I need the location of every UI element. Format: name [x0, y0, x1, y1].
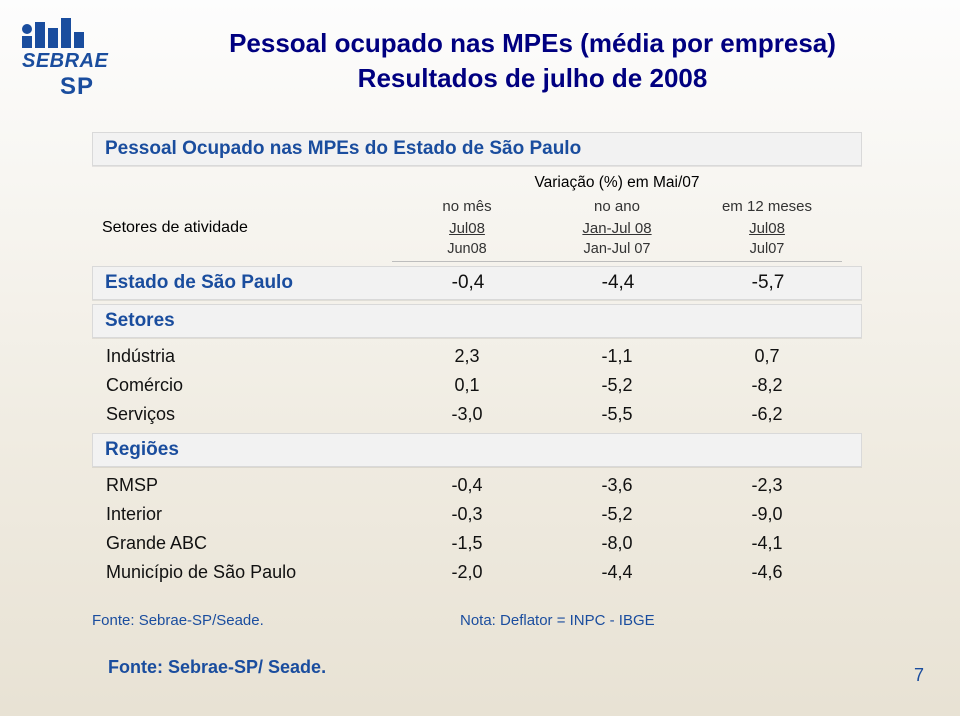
col1-sub2: Jun08 [392, 241, 542, 262]
cell: -1,1 [542, 342, 692, 371]
estado-v1: -4,4 [543, 272, 693, 294]
logo-region: SP [22, 73, 132, 101]
estado-bar: Estado de São Paulo -0,4 -4,4 -5,7 [92, 266, 862, 300]
estado-v0: -0,4 [393, 272, 543, 294]
cell: -5,2 [542, 371, 692, 400]
blank-cell [92, 201, 392, 209]
cell: -1,5 [392, 529, 542, 558]
table-row: RMSP -0,4 -3,6 -2,3 [92, 471, 862, 500]
regioes-bar: Regiões [92, 433, 862, 467]
footnote-note: Nota: Deflator = INPC - IBGE [460, 612, 655, 629]
cell: 0,7 [692, 342, 842, 371]
logo-bars [22, 18, 132, 48]
col3-sub2: Jul07 [692, 241, 842, 262]
estado-label: Estado de São Paulo [105, 272, 393, 294]
col2-sub1-txt: Jan-Jul 08 [582, 220, 651, 237]
col3-sub1: Jul08 [692, 216, 842, 241]
title-line-2: Resultados de julho de 2008 [145, 63, 920, 94]
table-row: Indústria 2,3 -1,1 0,7 [92, 342, 862, 371]
header-row-sub1: Setores de atividade Jul08 Jan-Jul 08 Ju… [92, 215, 862, 241]
header-row-sub2: Jun08 Jan-Jul 07 Jul07 [92, 241, 862, 262]
col1-sub1: Jul08 [392, 216, 542, 241]
cell: -3,6 [542, 471, 692, 500]
cell: -5,2 [542, 500, 692, 529]
cell: -0,3 [392, 500, 542, 529]
col1-sub1-txt: Jul08 [449, 220, 485, 237]
table-row: Município de São Paulo -2,0 -4,4 -4,6 [92, 558, 862, 587]
cell: -9,0 [692, 500, 842, 529]
cell: -4,4 [542, 558, 692, 587]
cell: -5,5 [542, 400, 692, 429]
table-title-bar: Pessoal Ocupado nas MPEs do Estado de Sã… [92, 132, 862, 166]
table-row: Comércio 0,1 -5,2 -8,2 [92, 371, 862, 400]
logo-text: SEBRAE [22, 50, 132, 73]
cell: 2,3 [392, 342, 542, 371]
row-label-municipio: Município de São Paulo [92, 558, 392, 587]
row-group-label: Setores de atividade [92, 215, 392, 241]
row-label-grandeabc: Grande ABC [92, 529, 392, 558]
title-line-1: Pessoal ocupado nas MPEs (média por empr… [145, 28, 920, 59]
row-label-rmsp: RMSP [92, 471, 392, 500]
cell: -0,4 [392, 471, 542, 500]
page-title: Pessoal ocupado nas MPEs (média por empr… [145, 28, 920, 94]
page-number: 7 [914, 665, 924, 686]
setores-bar: Setores [92, 304, 862, 338]
cell: -8,2 [692, 371, 842, 400]
col3-top: em 12 meses [692, 194, 842, 215]
col2-top: no ano [542, 194, 692, 215]
col2-sub2: Jan-Jul 07 [542, 241, 692, 262]
row-label-comercio: Comércio [92, 371, 392, 400]
table-row: Serviços -3,0 -5,5 -6,2 [92, 400, 862, 429]
cell: -6,2 [692, 400, 842, 429]
table-row: Interior -0,3 -5,2 -9,0 [92, 500, 862, 529]
cell: -8,0 [542, 529, 692, 558]
col2-sub1: Jan-Jul 08 [542, 216, 692, 241]
cell: 0,1 [392, 371, 542, 400]
row-label-interior: Interior [92, 500, 392, 529]
cell: -2,0 [392, 558, 542, 587]
bottom-source: Fonte: Sebrae-SP/ Seade. [108, 657, 326, 678]
col3-sub1-txt: Jul08 [749, 220, 785, 237]
blank-cell [92, 248, 392, 256]
table-row: Grande ABC -1,5 -8,0 -4,1 [92, 529, 862, 558]
estado-v2: -5,7 [693, 272, 843, 294]
col1-top: no mês [392, 194, 542, 215]
sebrae-logo: SEBRAE SP [22, 18, 132, 101]
cell: -4,6 [692, 558, 842, 587]
cell: -4,1 [692, 529, 842, 558]
footnote-source: Fonte: Sebrae-SP/Seade. [92, 612, 264, 629]
data-table: Pessoal Ocupado nas MPEs do Estado de Sã… [92, 128, 862, 587]
row-label-industria: Indústria [92, 342, 392, 371]
cell: -3,0 [392, 400, 542, 429]
blank-cell [92, 178, 392, 186]
cell: -2,3 [692, 471, 842, 500]
header-row-variation: Variação (%) em Mai/07 [92, 170, 862, 194]
row-label-servicos: Serviços [92, 400, 392, 429]
variation-header: Variação (%) em Mai/07 [392, 170, 842, 194]
header-row-top: no mês no ano em 12 meses [92, 194, 862, 215]
